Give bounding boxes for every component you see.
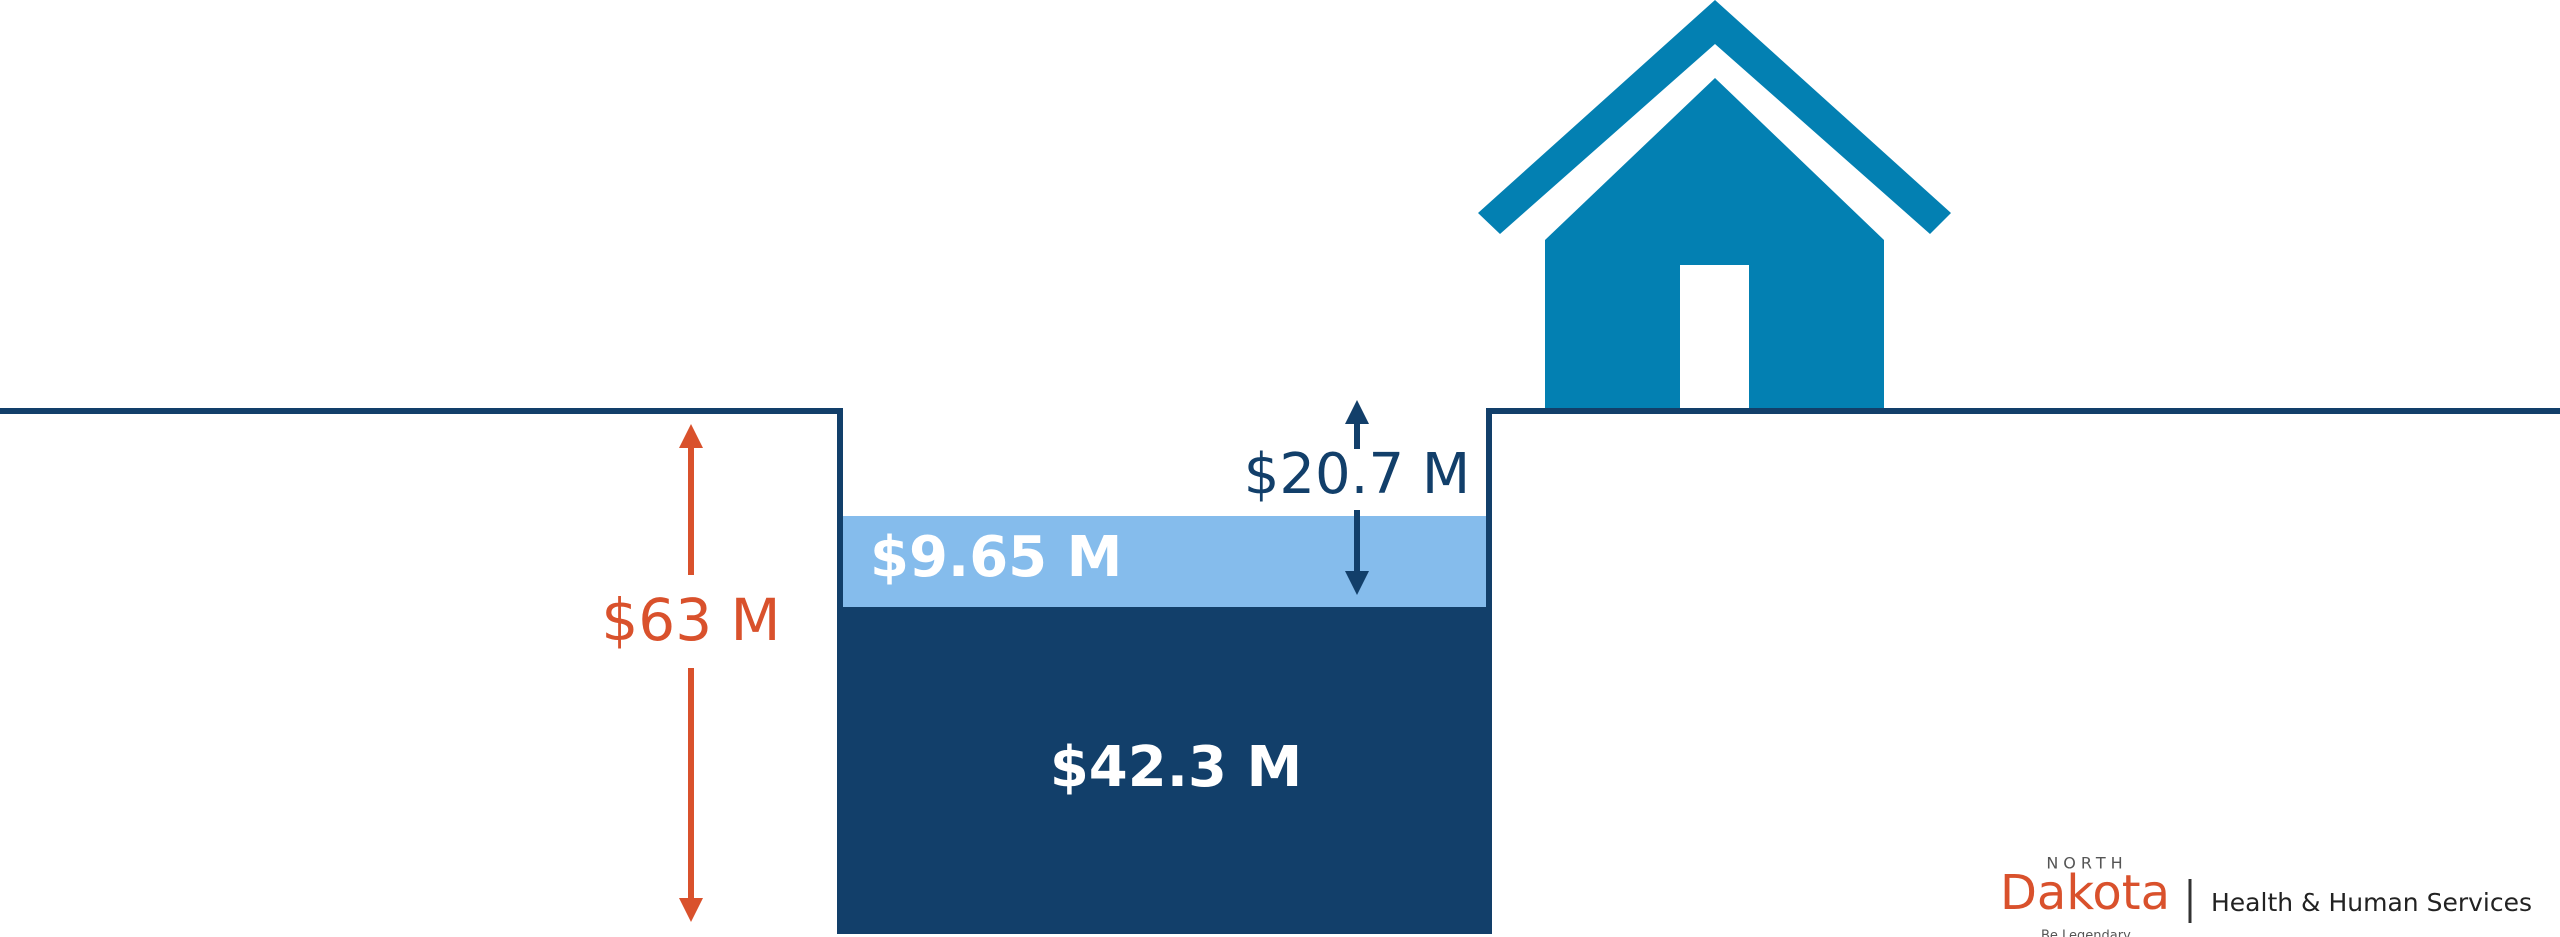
- upper-band: [840, 516, 1488, 607]
- lower-band: [840, 607, 1488, 931]
- lower-label: $42.3 M: [1050, 735, 1302, 800]
- gap-label: $20.7 M: [1244, 442, 1470, 507]
- upper-label: $9.65 M: [870, 525, 1122, 590]
- house-roof: [1478, 0, 1951, 234]
- logo-agency: Health & Human Services: [2211, 888, 2532, 917]
- house-door: [1680, 265, 1749, 408]
- logo-tagline: Be Legendary.: [2041, 929, 2133, 937]
- logo-dakota: Dakota: [2000, 865, 2170, 921]
- total-label: $63 M: [601, 586, 780, 654]
- house-body: [1545, 78, 1884, 408]
- ground-line: [0, 408, 2560, 934]
- logo-north: NORTH: [2046, 854, 2127, 873]
